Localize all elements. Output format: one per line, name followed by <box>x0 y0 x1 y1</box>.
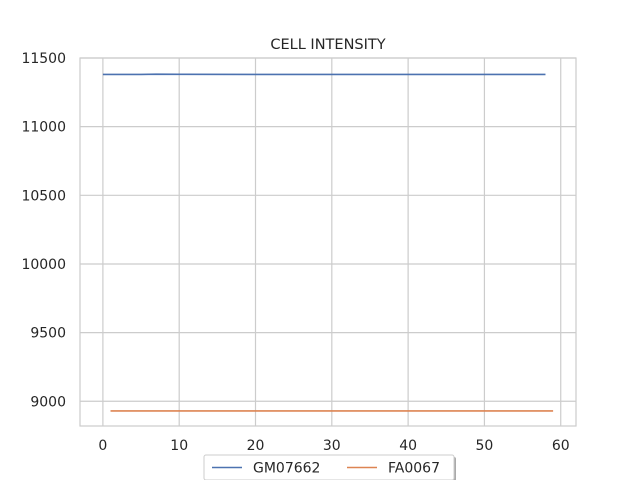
x-tick-label: 60 <box>552 438 570 454</box>
x-tick-label: 50 <box>476 438 494 454</box>
legend: GM07662 FA0067 <box>203 454 456 480</box>
x-tick-label: 40 <box>399 438 417 454</box>
y-tick-label: 10500 <box>21 188 66 204</box>
x-tick-label: 0 <box>98 438 107 454</box>
y-tick-label: 9500 <box>30 326 66 342</box>
legend-label-0: GM07662 <box>253 461 320 477</box>
plot-frame <box>79 57 577 427</box>
y-tick-label: 10000 <box>21 257 66 273</box>
y-tick-label: 11000 <box>21 120 66 136</box>
chart-title: CELL INTENSITY <box>270 37 385 53</box>
tick-labels: 0 10 20 30 40 50 60 9000 9500 10000 10500 11000 1150… <box>21 51 569 454</box>
series-layer <box>102 73 554 412</box>
y-tick-label: 9000 <box>30 394 66 410</box>
legend-label-1: FA0067 <box>388 461 440 477</box>
x-tick-label: 30 <box>323 438 341 454</box>
legend-box <box>203 454 455 480</box>
y-tick-label: 11500 <box>21 51 66 67</box>
x-tick-label: 10 <box>170 438 188 454</box>
x-tick-label: 20 <box>247 438 265 454</box>
grid <box>80 57 576 426</box>
